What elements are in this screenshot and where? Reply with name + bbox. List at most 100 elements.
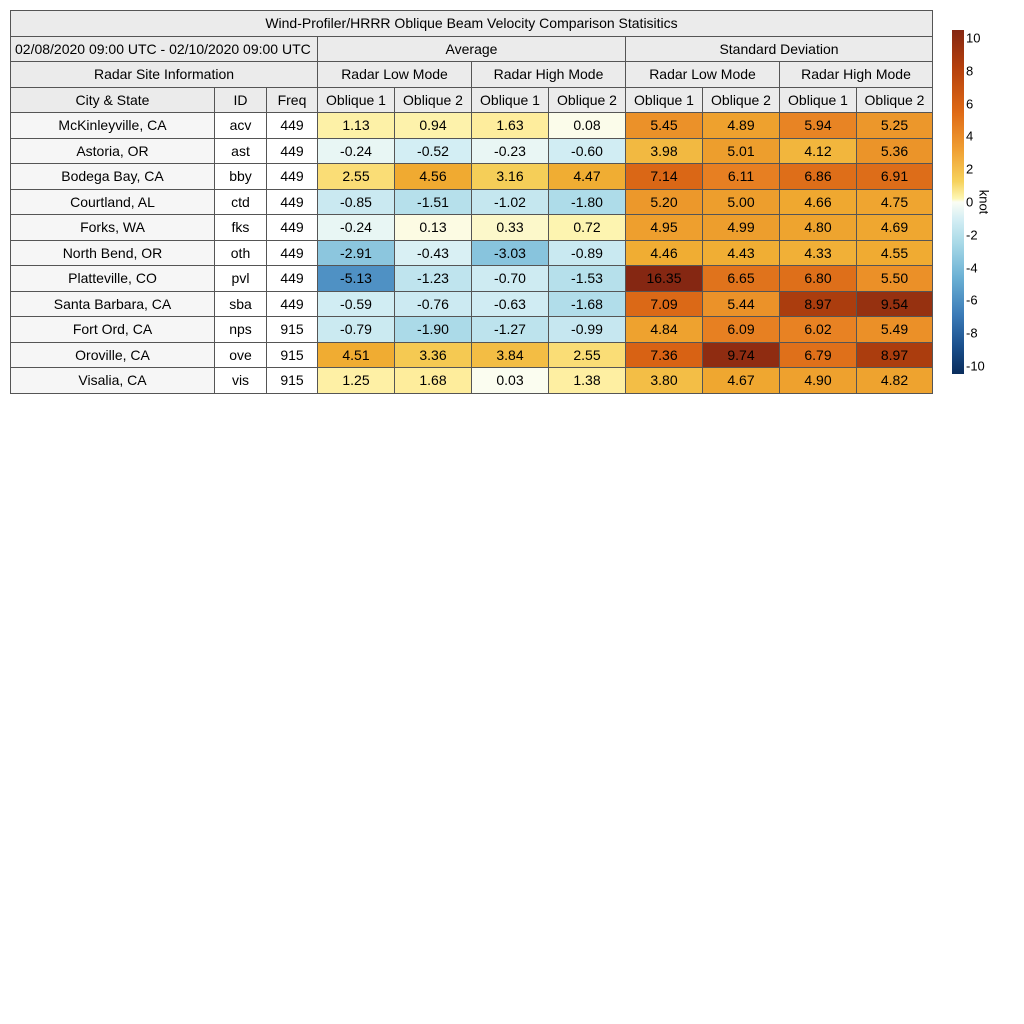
site-freq-cell: 915 bbox=[266, 316, 318, 343]
value-cell: 6.80 bbox=[779, 265, 857, 292]
value-cell: -1.68 bbox=[548, 290, 626, 317]
value-cell: 7.36 bbox=[625, 341, 703, 368]
value-cell: -1.80 bbox=[548, 188, 626, 215]
value-cell: -0.60 bbox=[548, 137, 626, 164]
value-cell: -1.27 bbox=[471, 316, 549, 343]
value-cell: 4.51 bbox=[317, 341, 395, 368]
col-header-avg-low-oblique-1: Oblique 1 bbox=[317, 86, 395, 113]
value-cell: -0.23 bbox=[471, 137, 549, 164]
site-city-cell: Bodega Bay, CA bbox=[10, 163, 215, 190]
site-info-header: Radar Site Information bbox=[10, 61, 318, 88]
value-cell: 5.44 bbox=[702, 290, 780, 317]
value-cell: -1.90 bbox=[394, 316, 472, 343]
std-header: Standard Deviation bbox=[625, 35, 933, 62]
site-freq-cell: 449 bbox=[266, 137, 318, 164]
table-row: Fort Ord, CA nps 915 -0.79 -1.90 -1.27 -0.99 4.… bbox=[10, 316, 933, 343]
value-cell: -0.59 bbox=[317, 290, 395, 317]
value-cell: 4.56 bbox=[394, 163, 472, 190]
value-cell: 1.25 bbox=[317, 367, 395, 394]
value-cell: 2.55 bbox=[317, 163, 395, 190]
value-cell: 4.95 bbox=[625, 214, 703, 241]
colorbar-gradient bbox=[952, 30, 964, 374]
value-cell: 6.11 bbox=[702, 163, 780, 190]
group-header-row: 02/08/2020 09:00 UTC - 02/10/2020 09:00 … bbox=[10, 35, 933, 62]
value-cell: -0.79 bbox=[317, 316, 395, 343]
value-cell: 5.50 bbox=[856, 265, 933, 292]
value-cell: 0.33 bbox=[471, 214, 549, 241]
colorbar-tick-label: 2 bbox=[966, 161, 974, 177]
value-cell: 1.13 bbox=[317, 112, 395, 139]
value-cell: 1.38 bbox=[548, 367, 626, 394]
value-cell: 5.01 bbox=[702, 137, 780, 164]
col-header-std-high-oblique-2: Oblique 2 bbox=[856, 86, 933, 113]
value-cell: 4.82 bbox=[856, 367, 933, 394]
site-id-cell: ove bbox=[214, 341, 267, 368]
col-header-city: City & State bbox=[10, 86, 215, 113]
value-cell: 4.75 bbox=[856, 188, 933, 215]
value-cell: -0.63 bbox=[471, 290, 549, 317]
col-header-avg-low-oblique-2: Oblique 2 bbox=[394, 86, 472, 113]
site-freq-cell: 449 bbox=[266, 290, 318, 317]
value-cell: 16.35 bbox=[625, 265, 703, 292]
value-cell: -1.53 bbox=[548, 265, 626, 292]
value-cell: 8.97 bbox=[856, 341, 933, 368]
colorbar-tick-label: -2 bbox=[966, 227, 978, 243]
value-cell: 3.98 bbox=[625, 137, 703, 164]
value-cell: 4.99 bbox=[702, 214, 780, 241]
avg-low-mode-header: Radar Low Mode bbox=[317, 61, 472, 88]
table-row: McKinleyville, CA acv 449 1.13 0.94 1.63 0.08 5… bbox=[10, 112, 933, 139]
site-freq-cell: 449 bbox=[266, 188, 318, 215]
colorbar-tick-label: 0 bbox=[966, 194, 974, 210]
col-header-avg-high-oblique-1: Oblique 1 bbox=[471, 86, 549, 113]
value-cell: -3.03 bbox=[471, 239, 549, 266]
colorbar-tick-label: 10 bbox=[966, 30, 981, 46]
col-header-avg-high-oblique-2: Oblique 2 bbox=[548, 86, 626, 113]
value-cell: 1.63 bbox=[471, 112, 549, 139]
site-city-cell: Santa Barbara, CA bbox=[10, 290, 215, 317]
value-cell: 4.89 bbox=[702, 112, 780, 139]
colorbar-tick-label: -10 bbox=[966, 358, 985, 374]
site-id-cell: nps bbox=[214, 316, 267, 343]
value-cell: 3.36 bbox=[394, 341, 472, 368]
site-id-cell: pvl bbox=[214, 265, 267, 292]
site-id-cell: sba bbox=[214, 290, 267, 317]
site-freq-cell: 449 bbox=[266, 265, 318, 292]
site-city-cell: Fort Ord, CA bbox=[10, 316, 215, 343]
value-cell: -1.23 bbox=[394, 265, 472, 292]
site-freq-cell: 449 bbox=[266, 239, 318, 266]
table-row: Forks, WA fks 449 -0.24 0.13 0.33 0.72 4.95 4.99… bbox=[10, 214, 933, 241]
table-row: Oroville, CA ove 915 4.51 3.36 3.84 2.55 7.36 9.… bbox=[10, 341, 933, 368]
table-row: Platteville, CO pvl 449 -5.13 -1.23 -0.70 -1.5… bbox=[10, 265, 933, 292]
col-header-std-low-oblique-1: Oblique 1 bbox=[625, 86, 703, 113]
std-high-mode-header: Radar High Mode bbox=[779, 61, 933, 88]
site-freq-cell: 449 bbox=[266, 163, 318, 190]
std-low-mode-header: Radar Low Mode bbox=[625, 61, 780, 88]
colorbar-label: knot bbox=[976, 189, 992, 215]
site-city-cell: Forks, WA bbox=[10, 214, 215, 241]
site-city-cell: Astoria, OR bbox=[10, 137, 215, 164]
site-city-cell: Oroville, CA bbox=[10, 341, 215, 368]
value-cell: 0.13 bbox=[394, 214, 472, 241]
value-cell: 5.36 bbox=[856, 137, 933, 164]
site-city-cell: North Bend, OR bbox=[10, 239, 215, 266]
value-cell: 3.80 bbox=[625, 367, 703, 394]
value-cell: -0.70 bbox=[471, 265, 549, 292]
avg-high-mode-header: Radar High Mode bbox=[471, 61, 626, 88]
value-cell: 6.02 bbox=[779, 316, 857, 343]
title-row: Wind-Profiler/HRRR Oblique Beam Velocity… bbox=[10, 10, 933, 37]
value-cell: 1.68 bbox=[394, 367, 472, 394]
value-cell: -1.51 bbox=[394, 188, 472, 215]
site-id-cell: bby bbox=[214, 163, 267, 190]
site-freq-cell: 449 bbox=[266, 214, 318, 241]
table-body: Wind-Profiler/HRRR Oblique Beam Velocity… bbox=[10, 10, 933, 394]
comparison-table: Wind-Profiler/HRRR Oblique Beam Velocity… bbox=[10, 10, 933, 394]
value-cell: 4.55 bbox=[856, 239, 933, 266]
site-city-cell: Courtland, AL bbox=[10, 188, 215, 215]
table-row: Visalia, CA vis 915 1.25 1.68 0.03 1.38 3.80 4.6… bbox=[10, 367, 933, 394]
value-cell: 0.72 bbox=[548, 214, 626, 241]
value-cell: 7.09 bbox=[625, 290, 703, 317]
value-cell: 0.03 bbox=[471, 367, 549, 394]
value-cell: 4.90 bbox=[779, 367, 857, 394]
col-header-id: ID bbox=[214, 86, 267, 113]
value-cell: 4.67 bbox=[702, 367, 780, 394]
